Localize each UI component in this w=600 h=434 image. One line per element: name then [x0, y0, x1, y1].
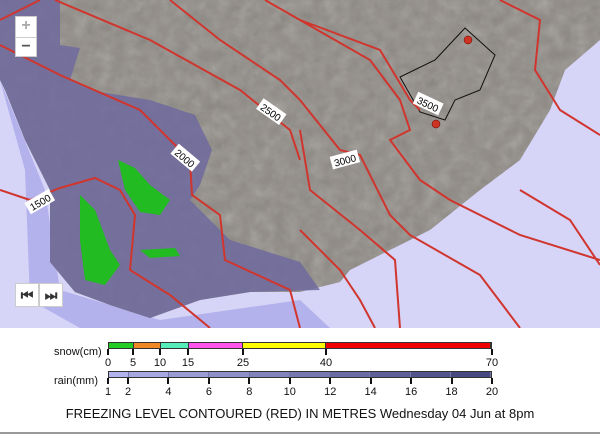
- rain-color-segment: [289, 372, 331, 377]
- rain-tick-mark: [207, 378, 210, 384]
- rain-tick-label: 6: [205, 386, 212, 398]
- rain-tick-mark: [167, 378, 170, 384]
- rain-tick-label: 16: [404, 386, 418, 398]
- freezing-contours: [0, 0, 600, 329]
- rain-color-segment: [128, 372, 170, 377]
- snow-tick-mark: [325, 349, 327, 355]
- rain-color-segment: [209, 372, 250, 377]
- snow-tick-mark: [132, 349, 134, 355]
- snow-tick-mark: [107, 349, 109, 355]
- rain-tick-label: 10: [283, 386, 296, 398]
- rain-tick-mark: [248, 378, 251, 384]
- rain-color-segment: [370, 372, 411, 377]
- rain-color-segment: [410, 372, 451, 377]
- snow-tick-mark: [187, 349, 189, 355]
- step-back-button[interactable]: ⏮: [15, 283, 39, 307]
- rain-tick-mark: [107, 378, 109, 384]
- rain-tick-label: 12: [324, 386, 337, 398]
- snow-tick-label: 40: [319, 357, 333, 369]
- snow-color-segment: [133, 343, 161, 348]
- rain-color-segment: [330, 372, 371, 377]
- station-marker[interactable]: [431, 119, 441, 129]
- snow-tick-label: 10: [153, 357, 167, 369]
- rain-color-segment: [249, 372, 290, 377]
- snow-tick-label: 5: [129, 357, 137, 369]
- rain-color-segment: [109, 372, 129, 377]
- snow-label: snow(cm): [54, 346, 102, 358]
- snow-tick-label: 15: [181, 357, 195, 369]
- rain-tick-mark: [127, 378, 129, 384]
- rain-color-segment: [169, 372, 210, 377]
- snow-color-segment: [160, 343, 189, 348]
- rain-color-segment: [450, 372, 492, 377]
- rain-scale-bar: [108, 371, 492, 378]
- rain-tick-label: 4: [165, 386, 172, 398]
- snow-areas: [80, 160, 180, 285]
- rain-tick-mark: [288, 378, 291, 384]
- station-marker[interactable]: [463, 35, 473, 45]
- rain-label: rain(mm): [54, 375, 98, 387]
- rain-tick-label: 18: [445, 386, 458, 398]
- rain-tick-mark: [410, 378, 413, 384]
- zoom-in-button[interactable]: +: [15, 16, 37, 38]
- lesotho-border: [399, 27, 496, 121]
- snow-tick-mark: [242, 349, 244, 355]
- rain-tick-label: 2: [124, 386, 132, 398]
- rain-tick-mark: [369, 378, 372, 384]
- snow-scale-bar: [108, 342, 492, 349]
- snow-tick-label: 70: [485, 357, 499, 369]
- rain-tick-mark: [450, 378, 453, 384]
- rain-tick-mark: [491, 378, 493, 384]
- snow-tick-mark: [491, 349, 493, 355]
- rain-tick-label: 14: [364, 386, 377, 398]
- weather-map[interactable]: 1500 2000 2500 3000 3500 + − ⏮ ⏭: [0, 0, 600, 329]
- rain-tick-label: 1: [104, 386, 112, 398]
- legend: snow(cm) 0 5 10 15 25 40 70 rain(mm) 1 2 4 6 8 10 12…: [0, 328, 600, 434]
- snow-tick-mark: [159, 349, 161, 355]
- legend-title: FREEZING LEVEL CONTOURED (RED) IN METRES…: [65, 406, 535, 421]
- snow-color-segment: [109, 343, 134, 348]
- zoom-out-button[interactable]: −: [15, 37, 37, 57]
- snow-color-segment: [243, 343, 326, 348]
- rain-tick-mark: [329, 378, 332, 384]
- rain-tick-label: 20: [485, 386, 499, 398]
- snow-tick-label: 25: [236, 357, 250, 369]
- step-forward-button[interactable]: ⏭: [39, 283, 63, 307]
- snow-tick-label: 0: [104, 357, 112, 369]
- rain-halo: [0, 80, 330, 328]
- snow-color-segment: [188, 343, 244, 348]
- snow-color-segment: [325, 343, 491, 348]
- rain-tick-label: 8: [246, 386, 253, 398]
